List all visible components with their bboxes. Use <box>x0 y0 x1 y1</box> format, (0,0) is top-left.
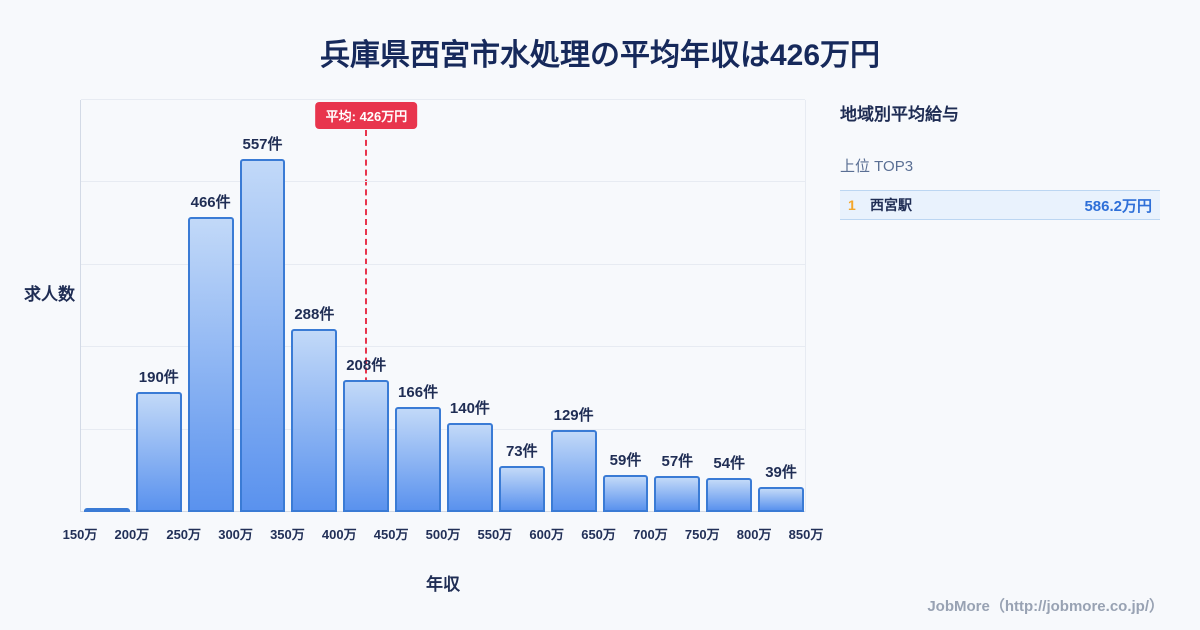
bar-value-label: 288件 <box>294 306 335 324</box>
bar-value-label: 129件 <box>553 407 594 425</box>
x-tick-label: 450万 <box>373 527 409 542</box>
bar <box>706 477 753 512</box>
bar <box>84 508 130 512</box>
x-tick-label: 700万 <box>633 527 668 542</box>
gridline <box>81 428 805 430</box>
bar-value-label: 166件 <box>398 383 439 401</box>
x-tick-label: 650万 <box>581 527 616 542</box>
sidebar-heading: 地域別平均給与 <box>840 105 959 124</box>
bar <box>291 329 338 512</box>
bar <box>395 406 441 512</box>
rank-number: 1 <box>848 197 856 213</box>
footer-credit: JobMore（http://jobmore.co.jp/） <box>927 598 1164 615</box>
average-badge: 平均: 426万円 <box>315 102 418 129</box>
x-tick-label: 250万 <box>166 527 202 542</box>
sidebar-subheading: 上位 TOP3 <box>840 158 914 175</box>
bar-value-label: 54件 <box>713 454 746 472</box>
bar-value-label: 557件 <box>242 135 283 153</box>
bar-value-label: 39件 <box>765 464 797 482</box>
bar-value-label: 57件 <box>661 452 694 470</box>
gridline <box>81 99 805 100</box>
gridline <box>81 263 805 265</box>
sidebar: 地域別平均給与 上位 TOP3 1 西宮駅 586.2万円 <box>840 100 1160 220</box>
gridline <box>81 346 805 348</box>
x-tick-label: 300万 <box>218 527 253 542</box>
bar-value-label: 208件 <box>346 357 387 375</box>
average-line <box>365 130 368 512</box>
bar <box>343 380 390 512</box>
bar <box>239 158 286 512</box>
bar-value-label: 59件 <box>609 451 642 469</box>
bar <box>187 216 234 512</box>
page-title: 兵庫県西宮市水処理の平均年収は426万円 <box>319 39 881 72</box>
bar <box>498 465 545 512</box>
x-axis-label: 年収 <box>426 575 460 594</box>
x-tick-label: 400万 <box>321 527 357 542</box>
x-tick-label: 850万 <box>788 527 824 542</box>
x-axis-line <box>81 511 805 512</box>
x-tick-label: 550万 <box>477 527 513 542</box>
bar <box>654 475 701 512</box>
rank-salary-value: 586.2万円 <box>1084 197 1152 215</box>
x-tick-label: 500万 <box>425 527 461 542</box>
x-tick-label: 600万 <box>529 527 565 542</box>
x-tick-label: 800万 <box>736 527 772 542</box>
x-axis-ticks: 150万 200万 250万 300万 350万 400万 450万 500万 550万 600万… <box>63 524 824 544</box>
bar-value-label: 190件 <box>138 368 179 386</box>
x-tick-label: 200万 <box>114 527 150 542</box>
x-tick-label: 750万 <box>684 527 720 542</box>
x-tick-label: 350万 <box>270 527 305 542</box>
x-tick-label: 150万 <box>62 527 98 542</box>
plot-area: 平均: 426万円 190件 466件 557件 288件 208件 166件 140件 73… <box>80 99 806 512</box>
rank-station-name: 西宮駅 <box>870 197 912 213</box>
bar <box>135 391 182 512</box>
bar <box>447 423 493 512</box>
bar-value-label: 73件 <box>505 442 538 460</box>
bar-value-label: 140件 <box>449 400 490 418</box>
gridline <box>81 181 805 183</box>
y-axis-label: 求人数 <box>24 285 75 304</box>
bar <box>758 487 804 512</box>
rank-row: 1 西宮駅 586.2万円 <box>840 190 1160 220</box>
bar <box>602 474 649 512</box>
bar <box>550 430 597 512</box>
bar-value-label: 466件 <box>190 193 231 211</box>
